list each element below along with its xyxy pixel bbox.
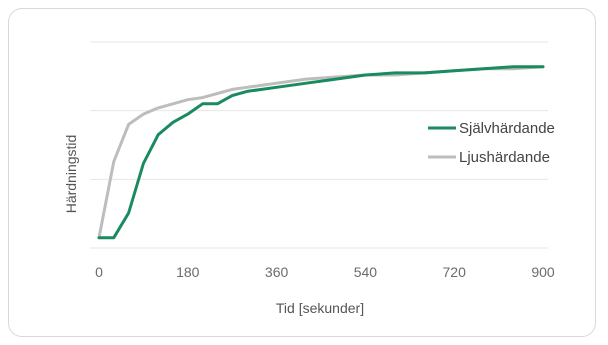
legend-label: Ljushärdande xyxy=(459,149,550,166)
x-tick-label: 360 xyxy=(265,264,289,280)
legend: Självhärdande Ljushärdande xyxy=(428,120,555,166)
x-tick-label: 180 xyxy=(176,264,200,280)
x-tick-label: 720 xyxy=(443,264,467,280)
x-tick-label: 0 xyxy=(95,264,103,280)
y-axis-title: Härdningstid xyxy=(63,135,79,214)
x-tick-label: 540 xyxy=(354,264,378,280)
x-axis-ticks: 0 180 360 540 720 900 xyxy=(95,264,555,280)
x-tick-label: 900 xyxy=(531,264,555,280)
x-axis-title: Tid [sekunder] xyxy=(276,300,364,316)
gridlines xyxy=(90,42,548,248)
legend-label: Självhärdande xyxy=(459,120,555,137)
